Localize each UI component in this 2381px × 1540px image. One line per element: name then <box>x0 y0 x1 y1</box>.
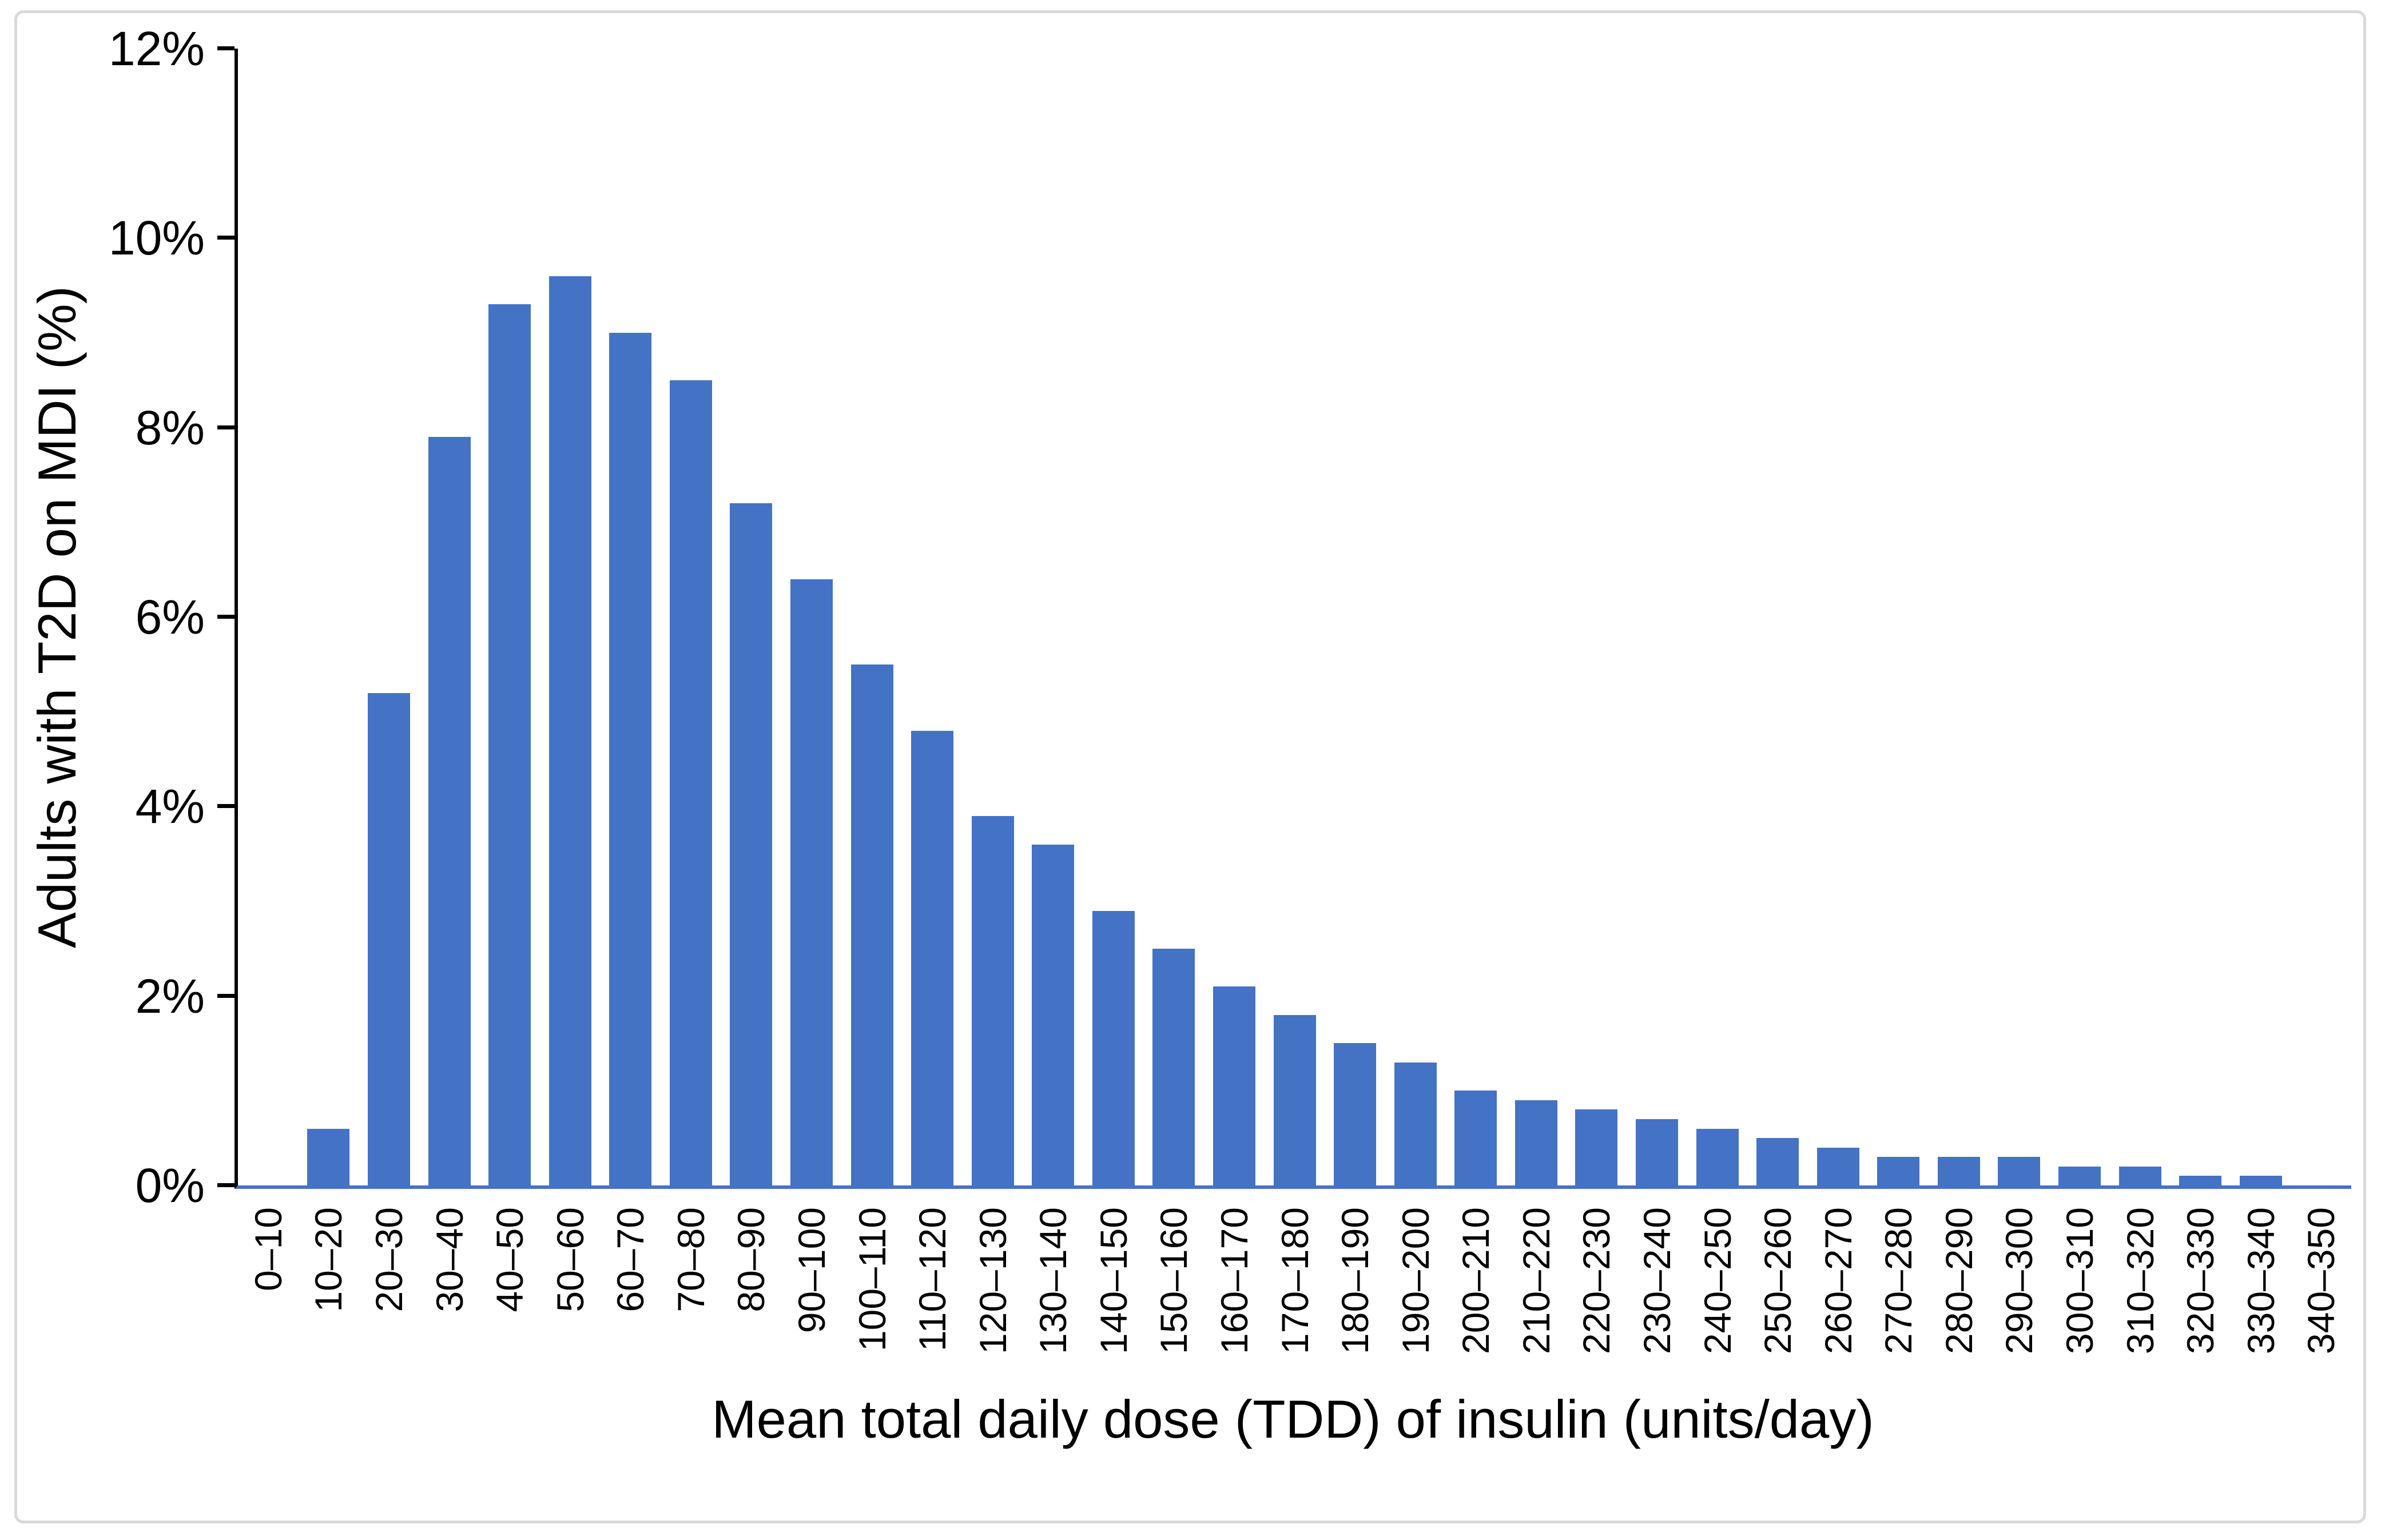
bar <box>549 276 591 1185</box>
y-tick-mark <box>217 236 234 240</box>
bar <box>670 380 712 1185</box>
bar <box>1032 845 1074 1185</box>
y-tick-mark <box>217 804 234 808</box>
bar <box>972 816 1014 1185</box>
y-tick-mark <box>217 994 234 998</box>
bar <box>851 664 893 1185</box>
bars-layer <box>238 49 2351 1185</box>
plot-area <box>234 49 2351 1189</box>
bar <box>2058 1167 2101 1185</box>
bar <box>1092 911 1135 1185</box>
bar <box>1274 1015 1316 1185</box>
bar <box>1696 1129 1739 1185</box>
bar <box>1575 1109 1617 1185</box>
y-tick-label: 4% <box>135 779 205 833</box>
bar <box>1213 986 1255 1185</box>
bar <box>1152 949 1195 1185</box>
y-axis-title: Adults with T2D on MDI (%) <box>27 286 87 948</box>
bar <box>1998 1157 2040 1185</box>
bar <box>2119 1167 2161 1185</box>
x-axis-title: Mean total daily dose (TDD) of insulin (… <box>711 1389 1874 1449</box>
bar <box>790 579 833 1185</box>
bar <box>1394 1063 1437 1185</box>
bar <box>911 731 953 1185</box>
bar <box>368 693 410 1185</box>
y-tick-label: 0% <box>135 1159 205 1212</box>
y-tick-mark <box>217 425 234 429</box>
bar <box>1515 1100 1557 1185</box>
bar <box>1877 1157 1919 1185</box>
bar <box>1938 1157 1980 1185</box>
bar <box>307 1129 349 1185</box>
bar <box>2179 1176 2221 1185</box>
bar <box>730 503 772 1185</box>
y-tick-mark <box>217 46 234 50</box>
bar <box>609 333 651 1185</box>
y-tick-label: 12% <box>108 22 205 75</box>
bar <box>2240 1176 2282 1185</box>
bar <box>1334 1043 1376 1185</box>
y-tick-label: 6% <box>135 590 205 644</box>
bar <box>1454 1091 1497 1185</box>
bar <box>428 437 471 1185</box>
y-tick-label: 2% <box>135 969 205 1023</box>
bar <box>1817 1148 1859 1185</box>
bar <box>1756 1138 1799 1185</box>
y-tick-mark <box>217 1183 234 1187</box>
y-tick-mark <box>217 615 234 619</box>
bar <box>1636 1119 1678 1185</box>
y-tick-label: 8% <box>135 401 205 455</box>
bar <box>488 304 531 1185</box>
y-tick-label: 10% <box>108 211 205 265</box>
